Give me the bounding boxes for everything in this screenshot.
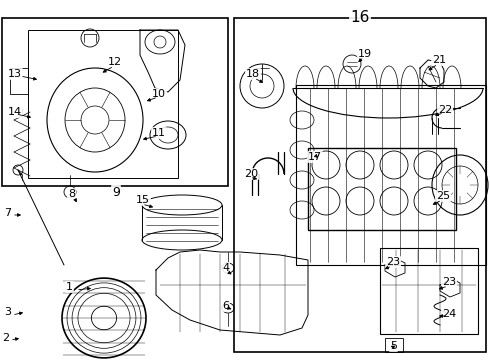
- Text: 1: 1: [66, 282, 73, 292]
- Bar: [380, 248, 478, 334]
- Text: 19: 19: [358, 49, 372, 59]
- Bar: [234, 18, 486, 352]
- Text: 4: 4: [222, 263, 229, 273]
- Bar: [28, 30, 178, 178]
- Text: 16: 16: [350, 10, 369, 25]
- Bar: [308, 148, 456, 230]
- Bar: [2, 18, 228, 186]
- Text: 22: 22: [438, 105, 452, 115]
- Bar: [385, 338, 403, 352]
- Text: 13: 13: [8, 69, 22, 79]
- Text: 7: 7: [4, 208, 11, 218]
- Text: 12: 12: [108, 57, 122, 67]
- Text: 17: 17: [308, 152, 322, 162]
- Text: 9: 9: [112, 186, 120, 199]
- Text: 3: 3: [4, 307, 11, 317]
- Text: 14: 14: [8, 107, 22, 117]
- Text: 24: 24: [442, 309, 456, 319]
- Text: 8: 8: [68, 189, 75, 199]
- Text: 25: 25: [436, 191, 450, 201]
- Bar: [10, 68, 28, 94]
- Text: 18: 18: [246, 69, 260, 79]
- Text: 5: 5: [390, 341, 397, 351]
- Text: 23: 23: [442, 277, 456, 287]
- Text: 21: 21: [432, 55, 446, 65]
- Text: 15: 15: [136, 195, 150, 205]
- Bar: [296, 85, 486, 265]
- Text: 6: 6: [222, 301, 229, 311]
- Text: 11: 11: [152, 128, 166, 138]
- Text: 20: 20: [244, 169, 258, 179]
- Text: 10: 10: [152, 89, 166, 99]
- Text: 16: 16: [350, 10, 369, 25]
- Text: 23: 23: [386, 257, 400, 267]
- Text: 2: 2: [2, 333, 9, 343]
